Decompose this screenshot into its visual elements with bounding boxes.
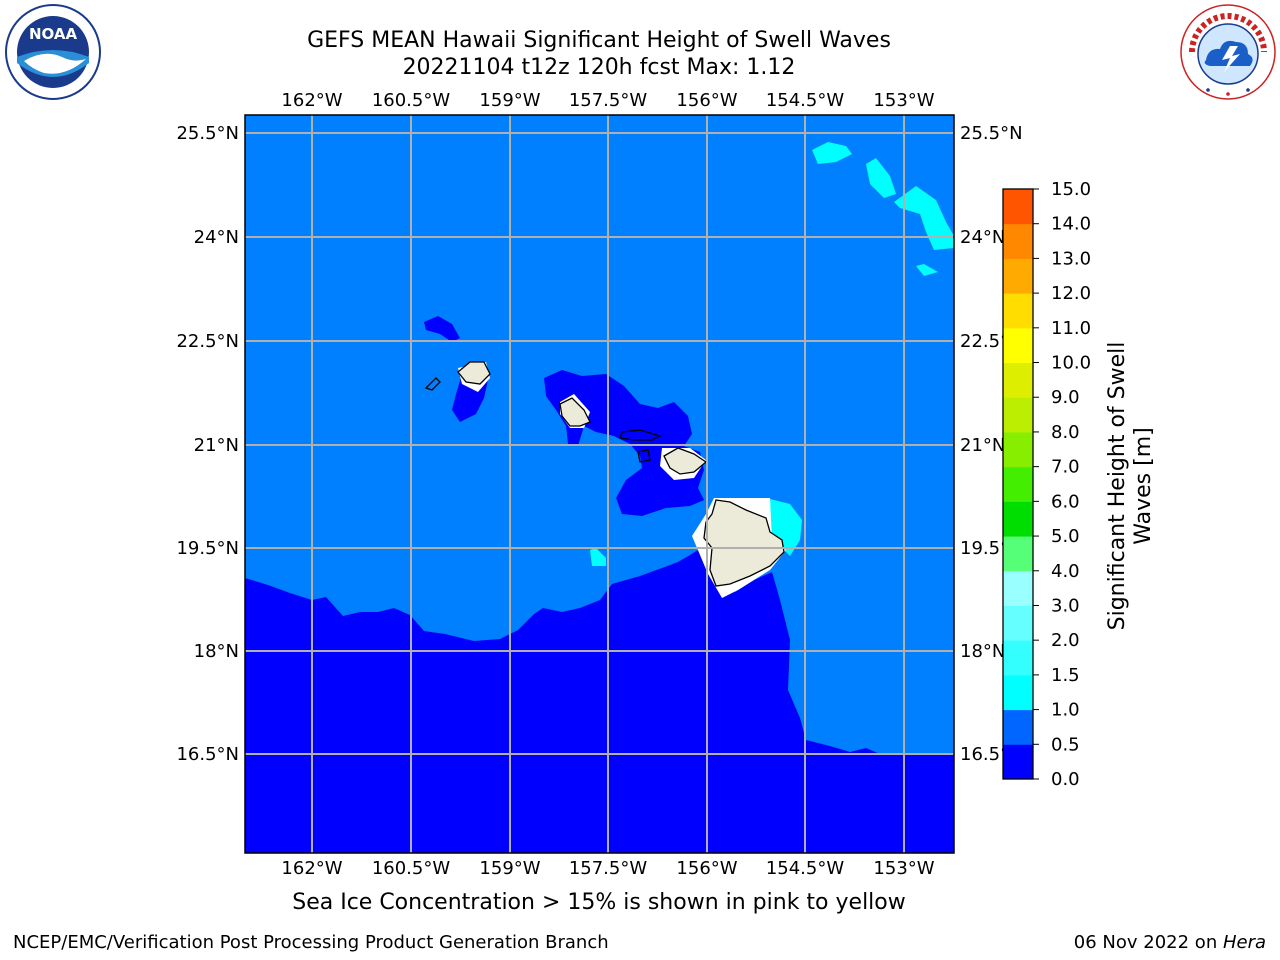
swell-region-cyan-b [866,158,896,198]
colorbar-tick-label: 7.0 [1051,457,1080,478]
island-maui [663,447,708,475]
map-gridlines [245,115,954,853]
lon-label-top: 156°W [676,90,737,111]
colorbar-tick-label: 11.0 [1051,318,1091,339]
lon-label-bottom: 159°W [479,858,540,879]
lon-label-top: 154.5°W [766,90,845,111]
colorbar-label-line2: Waves [m] [1131,427,1156,544]
colorbar-segment [1003,397,1033,433]
colorbar-segment [1003,293,1033,329]
swell-region-niihau [424,316,460,342]
swell-region-south [245,545,954,853]
colorbar-segment [1003,466,1033,502]
colorbar-tick-label: 13.0 [1051,248,1091,269]
colorbar-segment [1003,674,1033,711]
lat-label-left: 18°N [194,641,239,662]
lon-label-top: 160.5°W [372,90,451,111]
lon-label-bottom: 157.5°W [569,858,648,879]
lon-label-top: 153°W [873,90,934,111]
lat-label-right: 18°N [960,641,1005,662]
noaa-logo: NOAA [4,3,102,101]
lon-label-top: 159°W [479,90,540,111]
lon-label-bottom: 154.5°W [766,858,845,879]
colorbar-segment [1003,640,1033,676]
colorbar-tick-label: 6.0 [1051,491,1080,512]
swell-region-cyan-c [894,186,954,250]
lat-label-left: 24°N [194,227,239,248]
colorbar-tick-label: 1.5 [1051,665,1080,686]
lon-label-bottom: 160.5°W [372,858,451,879]
colorbar-segment [1003,744,1033,780]
lat-label-left: 21°N [194,435,239,456]
lon-label-bottom: 156°W [676,858,737,879]
swell-region-cyan-f [590,548,606,566]
lat-label-right: 24°N [960,227,1005,248]
colorbar-tick-label: 5.0 [1051,526,1080,547]
colorbar-frame [1002,188,1034,780]
lat-label-left: 19.5°N [176,538,239,559]
colorbar-tick-label: 14.0 [1051,214,1091,235]
swell-region-cyan-e [766,498,802,556]
lat-label-left: 22.5°N [176,331,239,352]
lat-label-right: 25.5°N [960,123,1023,144]
island-lanai [637,449,651,463]
lat-label-left: 16.5°N [176,744,239,765]
map-plot-area [245,115,954,853]
colorbar-tick-label: 15.0 [1051,179,1091,200]
nws-logo [1178,2,1278,102]
colorbar-segment [1003,431,1033,468]
lon-label-bottom: 162°W [281,858,342,879]
colorbar-segment [1003,605,1033,641]
noaa-logo-text: NOAA [29,25,78,43]
lat-label-left: 25.5°N [176,123,239,144]
island-kauai [457,361,491,385]
map-subtitle: 20221104 t12z 120h fcst Max: 1.12 [402,55,796,80]
map-title: GEFS MEAN Hawaii Significant Height of S… [307,28,891,53]
colorbar-segment [1003,223,1033,259]
colorbar-tick-label: 1.0 [1051,700,1080,721]
colorbar-segment [1003,709,1033,745]
colorbar-segment [1003,570,1033,606]
swell-region-cyan-d [916,264,938,276]
colorbar-tick-label: 8.0 [1051,422,1080,443]
island-niihau [424,377,441,391]
island-molokai [619,429,662,441]
colorbar-segment [1003,327,1033,364]
colorbar-segment [1003,189,1033,225]
colorbar-tick-label: 10.0 [1051,353,1091,374]
colorbar-tick-label: 3.0 [1051,595,1080,616]
footer-date: 06 Nov 2022 on Hera [1073,932,1266,953]
colorbar-tick-label: 2.0 [1051,630,1080,651]
lon-label-top: 162°W [281,90,342,111]
swell-region-cyan-a [812,142,852,164]
colorbar-tick-label: 9.0 [1051,387,1080,408]
sea-ice-note: Sea Ice Concentration > 15% is shown in … [292,890,906,915]
colorbar-tick-label: 0.0 [1051,769,1080,790]
lon-label-bottom: 153°W [873,858,934,879]
colorbar-segment [1003,501,1033,537]
lon-label-top: 157.5°W [569,90,648,111]
lat-label-right: 21°N [960,435,1005,456]
island-oahu [559,397,591,427]
footer-credit: NCEP/EMC/Verification Post Processing Pr… [13,932,609,953]
colorbar-segment [1003,362,1033,398]
map-frame [244,114,955,854]
colorbar: 0.0 0.5 1.0 1.5 2.0 3.0 4.0 5.0 6.0 7.0 8.0 9.0 10.0… [1002,179,1091,790]
colorbar-label-line1: Significant Height of Swell [1105,342,1130,631]
colorbar-tick-label: 12.0 [1051,283,1091,304]
colorbar-segment [1003,536,1033,572]
colorbar-segment [1003,258,1033,294]
colorbar-tick-label: 4.0 [1051,561,1080,582]
colorbar-tick-label: 0.5 [1051,734,1080,755]
island-hawaii [703,499,785,587]
